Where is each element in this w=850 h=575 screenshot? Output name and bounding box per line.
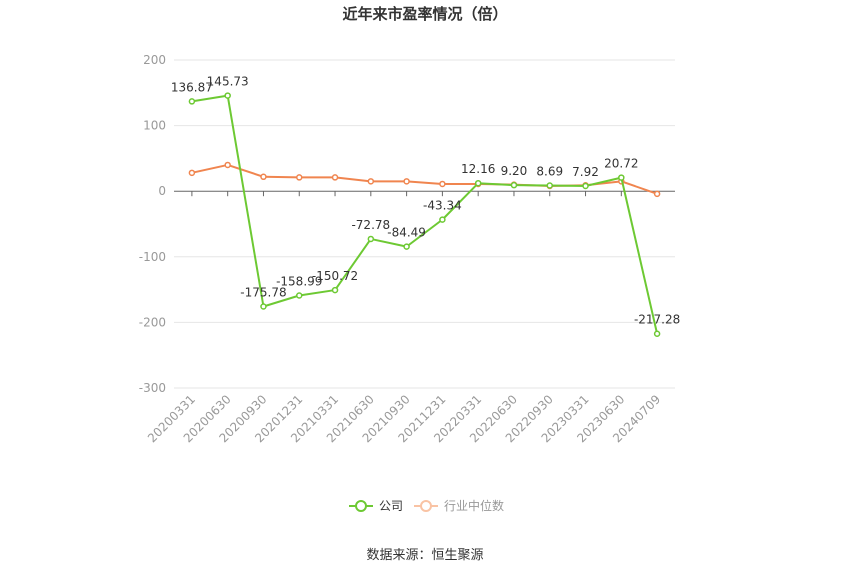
y-tick-label-3: -100 (139, 250, 166, 264)
legend[interactable]: 公司 行业中位数 (349, 498, 504, 513)
data-label-13: -217.28 (634, 313, 680, 327)
data-label-0: 136.87 (171, 80, 213, 94)
y-tick-label-0: 200 (143, 53, 166, 67)
data-labels: 136.87145.73-175.78-158.99-150.72-72.78-… (171, 75, 680, 327)
legend-industry-marker (420, 500, 432, 512)
series-group (188, 92, 661, 337)
series-1-point-5[interactable] (367, 178, 375, 185)
series-1-point-0[interactable] (188, 169, 196, 177)
data-label-1: 145.73 (207, 75, 249, 89)
series-1-point-3[interactable] (296, 174, 303, 181)
data-label-11: 7.92 (572, 165, 599, 179)
data-label-3: -158.99 (276, 274, 322, 288)
series-0-point-9[interactable] (510, 181, 518, 189)
series-0-point-0[interactable] (188, 98, 196, 105)
series-0-point-5[interactable] (367, 235, 375, 243)
series-0-point-12[interactable] (618, 174, 625, 181)
data-label-6: -84.49 (387, 226, 426, 240)
data-label-12: 20.72 (604, 157, 638, 171)
series-1-point-13[interactable] (653, 190, 661, 198)
series-0-point-7[interactable] (439, 216, 446, 223)
legend-industry-label: 行业中位数 (444, 498, 504, 513)
legend-company-label: 公司 (379, 499, 403, 513)
data-source: 数据来源：恒生聚源 (366, 548, 483, 563)
y-tick-label-5: -300 (139, 381, 166, 395)
data-label-2: -175.78 (240, 286, 286, 300)
series-1-point-7[interactable] (439, 180, 446, 188)
legend-item-industry[interactable]: 行业中位数 (414, 498, 504, 513)
series-0-point-3[interactable] (296, 292, 303, 299)
data-label-8: 12.16 (461, 162, 495, 176)
series-0-point-1[interactable] (224, 92, 231, 99)
y-tick-label-2: 0 (158, 184, 166, 198)
y-tick-label-4: -200 (139, 315, 166, 329)
series-1-point-6[interactable] (403, 178, 410, 185)
legend-company-marker (355, 500, 367, 512)
grid-lines (174, 59, 675, 389)
data-label-9: 9.20 (501, 164, 528, 178)
series-1-point-1[interactable] (224, 161, 231, 169)
series-0-point-2[interactable] (260, 303, 267, 310)
series-0-point-10[interactable] (546, 182, 553, 189)
series-0-point-4[interactable] (331, 286, 339, 294)
series-0-point-13[interactable] (653, 330, 661, 337)
data-label-5: -72.78 (351, 218, 390, 232)
data-label-10: 8.69 (536, 164, 563, 178)
legend-item-company[interactable]: 公司 (349, 499, 403, 513)
series-0-point-11[interactable] (582, 182, 589, 190)
series-1-point-2[interactable] (260, 173, 267, 181)
series-1-point-4[interactable] (331, 174, 339, 181)
chart-title: 近年来市盈率情况（倍） (342, 5, 507, 23)
series-line-0 (191, 94, 659, 334)
data-label-7: -43.34 (423, 199, 462, 213)
y-axis: 200 100 0 -100 -200 -300 (139, 53, 166, 395)
data-label-4: -150.72 (312, 269, 358, 283)
series-0-point-6[interactable] (403, 243, 410, 250)
series-0-point-8[interactable] (474, 179, 482, 187)
y-tick-label-1: 100 (143, 119, 166, 133)
